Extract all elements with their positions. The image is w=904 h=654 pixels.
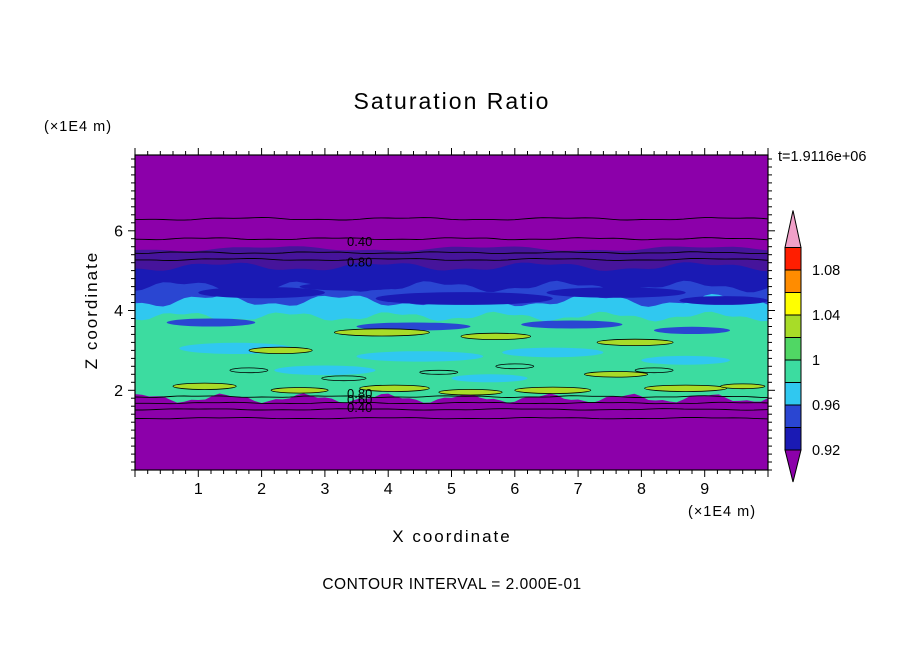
colorbar-segment bbox=[784, 404, 802, 428]
x-tick-label: 6 bbox=[510, 481, 519, 498]
colorbar-segment bbox=[784, 427, 802, 451]
axis-ticks bbox=[128, 148, 775, 477]
x-tick-label: 7 bbox=[574, 481, 583, 498]
colorbar-over-arrow bbox=[784, 210, 802, 248]
x-tick-label: 1 bbox=[194, 481, 203, 498]
colorbar-segment bbox=[784, 382, 802, 406]
x-tick-label: 8 bbox=[637, 481, 646, 498]
y-tick-label: 2 bbox=[114, 383, 123, 400]
x-tick-label: 4 bbox=[384, 481, 393, 498]
contour-label: 0.40 bbox=[347, 234, 372, 249]
y-tick-label: 6 bbox=[114, 223, 123, 240]
x-tick-label: 3 bbox=[320, 481, 329, 498]
y-tick-label: 4 bbox=[114, 303, 123, 320]
contour-label: 0.60 bbox=[347, 392, 372, 407]
contour-label: 0.40 bbox=[347, 400, 372, 415]
contour-label: 0.80 bbox=[347, 386, 372, 401]
colorbar-segment bbox=[784, 292, 802, 316]
colorbar-segment bbox=[784, 247, 802, 271]
colorbar-segment bbox=[784, 337, 802, 361]
colorbar: 1.08 1.04 1 0.96 0.92 bbox=[784, 210, 840, 483]
colorbar-tick-label: 0.92 bbox=[812, 443, 840, 459]
contour-label: 0.80 bbox=[347, 255, 372, 270]
colorbar-tick-label: 1.04 bbox=[812, 308, 840, 324]
contour-field: 0.400.800.800.600.40 bbox=[135, 155, 768, 470]
x-axis-units-label: (×1E4 m) bbox=[688, 504, 757, 520]
colorbar-tick-label: 0.96 bbox=[812, 398, 840, 414]
y-axis-units-label: (×1E4 m) bbox=[44, 119, 113, 135]
colorbar-segment bbox=[784, 314, 802, 338]
x-axis-title: X coordinate bbox=[392, 527, 512, 546]
time-annotation: t=1.9116e+06 bbox=[778, 149, 867, 165]
contour-interval-label: CONTOUR INTERVAL = 2.000E-01 bbox=[322, 576, 582, 593]
x-tick-label: 5 bbox=[447, 481, 456, 498]
colorbar-segment bbox=[784, 359, 802, 383]
x-tick-label: 2 bbox=[257, 481, 266, 498]
x-tick-label: 9 bbox=[700, 481, 709, 498]
colorbar-segment bbox=[784, 269, 802, 293]
chart-title: Saturation Ratio bbox=[353, 88, 551, 114]
colorbar-tick-label: 1.08 bbox=[812, 263, 840, 279]
colorbar-tick-label: 1 bbox=[812, 353, 820, 369]
colorbar-under-arrow bbox=[784, 449, 802, 483]
